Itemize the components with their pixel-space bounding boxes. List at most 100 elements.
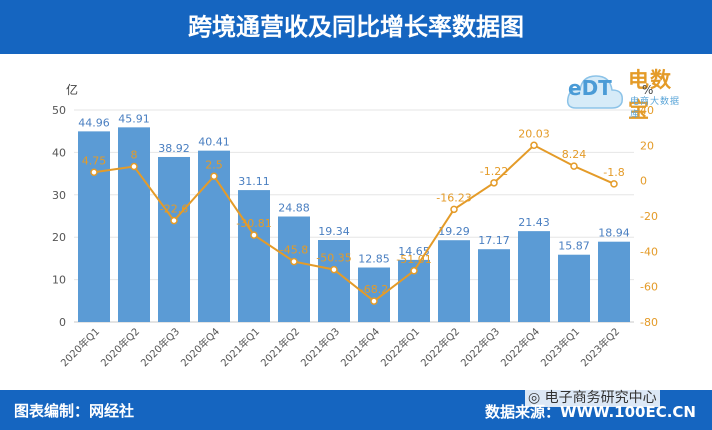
x-tick-label: 2022年Q1: [378, 325, 422, 369]
growth-value-label: -1.22: [480, 165, 508, 178]
bar-value-label: 19.29: [438, 225, 470, 238]
bar-value-label: 17.17: [478, 234, 510, 247]
footer-source: 数据来源：WWW.100EC.CN: [485, 403, 696, 421]
growth-value-label: 4.75: [82, 154, 107, 167]
x-tick-label: 2021年Q2: [258, 325, 302, 369]
x-tick-label: 2023年Q1: [538, 325, 582, 369]
y-axis-label: 亿: [66, 82, 78, 97]
wechat-watermark: ◎ 电子商务研究中心: [525, 387, 660, 407]
x-tick-label: 2020年Q3: [138, 325, 182, 369]
growth-value-label: 8: [131, 149, 138, 162]
bar-value-label: 15.87: [558, 240, 590, 253]
bar: [78, 131, 110, 322]
growth-point: [370, 297, 378, 305]
x-tick-label: 2021年Q4: [338, 325, 382, 369]
growth-point: [250, 231, 258, 239]
x-tick-label: 2022年Q2: [418, 325, 462, 369]
x-tick-label: 2023年Q2: [578, 325, 622, 369]
y-tick-label: 0: [59, 316, 66, 329]
bar-value-label: 19.34: [318, 225, 350, 238]
bar: [478, 249, 510, 322]
bar: [238, 190, 270, 322]
header-bar: 跨境通营收及同比增长率数据图: [0, 0, 712, 54]
bar: [518, 231, 550, 322]
growth-line: [93, 144, 615, 303]
growth-point: [330, 265, 338, 274]
footer-credit: 图表编制：网经社: [14, 402, 135, 420]
y2-tick-label: -60: [640, 281, 658, 294]
watermark-text: 电子商务研究中心: [544, 390, 657, 406]
y-tick-label: 20: [52, 231, 66, 244]
growth-point: [170, 216, 178, 225]
bar: [558, 254, 590, 322]
bar: [438, 240, 470, 322]
growth-point: [410, 267, 418, 275]
growth-point: [530, 141, 538, 150]
line-series: 4.75 8 -22.6 2.5 -30.81 -45.8 -50.35 -68.2 -51.0…: [82, 127, 625, 305]
growth-point: [490, 179, 498, 187]
bar-data-labels: 44.96 45.91 38.92 40.41 31.11 24.88 19.34 12.85…: [78, 112, 630, 265]
logo: eDT 电数宝 电商大数据库: [566, 62, 686, 122]
bar-value-label: 38.92: [158, 142, 190, 155]
x-tick-label: 2020年Q2: [98, 325, 142, 369]
growth-point: [610, 180, 618, 188]
bar-value-label: 45.91: [118, 112, 150, 125]
growth-value-label: -16.23: [436, 191, 471, 204]
y2-tick-label: -20: [640, 210, 658, 223]
bar: [598, 241, 630, 322]
y2-tick-label: 0: [640, 175, 647, 188]
x-axis-ticks: 2020年Q12020年Q22020年Q32020年Q42021年Q12021年…: [58, 325, 622, 369]
x-tick-label: 2022年Q3: [458, 325, 502, 369]
bar-series: [78, 127, 630, 322]
bar-value-label: 44.96: [78, 116, 110, 129]
bar-value-label: 14.65: [398, 245, 430, 258]
y-axis-ticks: 0 10 20 30 40 50: [52, 104, 66, 329]
growth-value-label: -22.6: [160, 203, 188, 216]
bar-value-label: 21.43: [518, 216, 550, 229]
bar-value-label: 24.88: [278, 202, 310, 215]
growth-point: [570, 162, 578, 170]
growth-value-label: -45.8: [280, 244, 308, 257]
y2-tick-label: -80: [640, 316, 658, 329]
x-tick-label: 2021年Q3: [298, 325, 342, 369]
bar: [278, 216, 310, 322]
growth-value-label: 8.24: [562, 148, 587, 161]
growth-value-label: 2.5: [205, 158, 223, 171]
x-tick-label: 2022年Q4: [498, 325, 542, 369]
growth-point: [450, 205, 458, 214]
bar: [318, 239, 350, 322]
bar: [158, 156, 190, 322]
growth-value-label: -51.01: [396, 253, 431, 266]
y-tick-label: 40: [52, 146, 66, 159]
y2-tick-label: -40: [640, 245, 658, 258]
y-tick-label: 50: [52, 104, 66, 117]
y2-axis-ticks: -80 -60 -40 -20 0 20 40: [640, 104, 658, 329]
growth-point: [210, 172, 218, 180]
bar-value-label: 18.94: [598, 227, 630, 240]
logo-mark: eDT: [568, 76, 612, 100]
bar-value-label: 31.11: [238, 175, 270, 188]
growth-value-label: -30.81: [236, 217, 271, 230]
y2-axis-label: %: [642, 83, 653, 97]
y2-tick-label: 40: [640, 104, 654, 117]
growth-value-label: -68.2: [360, 283, 388, 296]
cloud-logo-icon: [566, 75, 624, 109]
growth-value-label: -50.35: [316, 252, 351, 265]
y-tick-label: 30: [52, 189, 66, 202]
y-tick-label: 10: [52, 274, 66, 287]
bar-value-label: 12.85: [358, 253, 390, 266]
x-tick-label: 2020年Q4: [178, 325, 222, 369]
y2-tick-label: 20: [640, 139, 654, 152]
growth-point: [290, 257, 298, 266]
bar: [358, 267, 390, 322]
x-tick-label: 2021年Q1: [218, 325, 262, 369]
bar: [118, 127, 150, 322]
growth-value-label: 20.03: [518, 127, 550, 140]
x-tick-label: 2020年Q1: [58, 325, 102, 369]
logo-sub-text: 电商大数据库: [630, 97, 681, 120]
page-title: 跨境通营收及同比增长率数据图: [188, 13, 524, 41]
logo-main-text: 电数宝: [628, 68, 672, 122]
growth-value-label: -1.8: [603, 166, 624, 179]
